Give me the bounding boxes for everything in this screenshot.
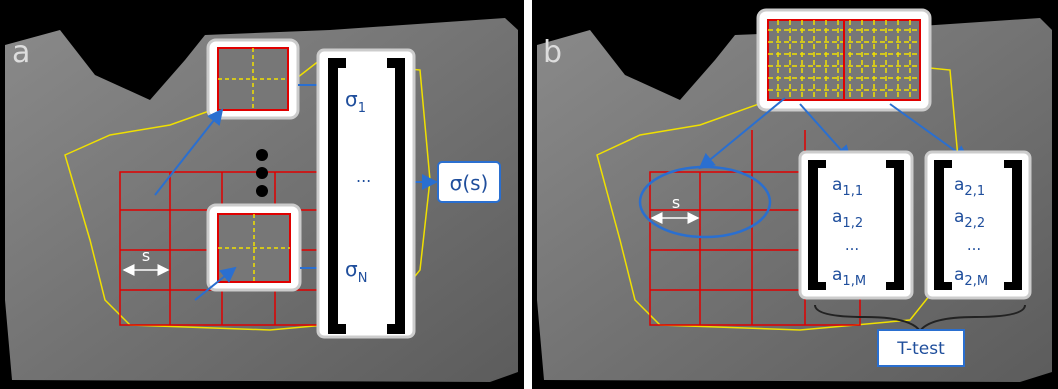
ellipsis: ... [356, 167, 371, 186]
symbol: a [954, 175, 964, 195]
panel-a: a σ1 ... σN σ(s) s [0, 0, 524, 389]
subscript: 1,M [842, 274, 866, 289]
result: σ(s) [450, 171, 489, 195]
test-label: T-test [896, 339, 945, 359]
panel-label: b [543, 35, 562, 70]
panel-b: b s a1,1a1,2a1,M...a2,1a2,2a2,M... T-tes… [532, 0, 1058, 389]
subscript: 2,M [964, 274, 988, 289]
symbol: a [832, 265, 842, 285]
symbol: a [832, 207, 842, 227]
symbol: σ [345, 87, 358, 111]
symbol: a [954, 207, 964, 227]
subscript: 1,2 [842, 216, 863, 231]
subscript: 2,2 [964, 216, 985, 231]
subscript: 2,1 [964, 184, 985, 199]
subscript: 1 [358, 101, 366, 116]
subscript: 1,1 [842, 184, 863, 199]
subscript: N [358, 271, 368, 286]
figure: a σ1 ... σN σ(s) s [0, 0, 1058, 389]
ellipsis: ... [845, 236, 859, 254]
symbol: a [954, 265, 964, 285]
spacing-label: s [142, 246, 150, 265]
symbol: a [832, 175, 842, 195]
spacing-label: s [672, 193, 680, 212]
ellipsis: ... [967, 236, 981, 254]
panel-label: a [12, 35, 30, 70]
symbol: σ [345, 257, 358, 281]
